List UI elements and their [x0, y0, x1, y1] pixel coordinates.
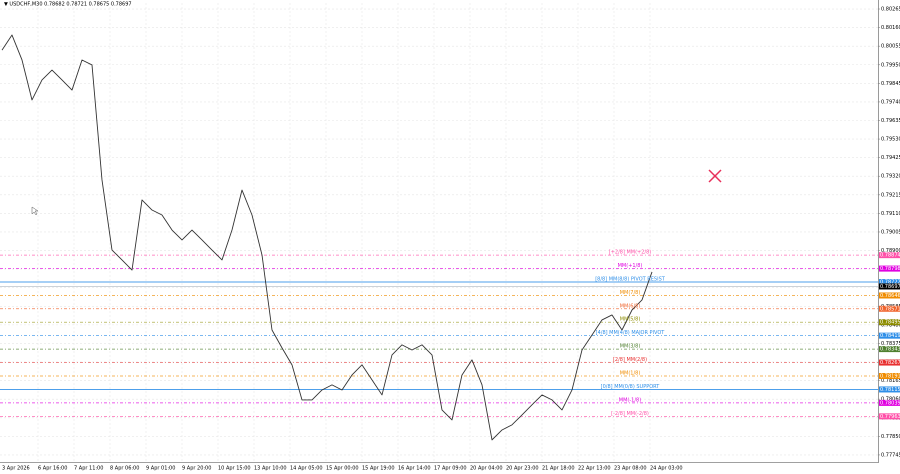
level-label: MM(+1/8)	[618, 263, 643, 269]
x-tick-label: 10 Apr 15:00	[218, 466, 251, 472]
level-price: 0.78267	[880, 360, 900, 366]
level-price-box	[879, 305, 900, 312]
x-tick-label: 24 Apr 03:00	[650, 466, 683, 472]
level-label: [-2/8] MM(-2/8)	[611, 411, 649, 417]
chart-title: ▼ USDCHF,M30 0.78682 0.78721 0.78675 0.7…	[4, 2, 132, 8]
y-tick-label: 0.79110	[881, 211, 900, 217]
series-layer	[1, 34, 653, 441]
x-tick-label: 15 Apr 00:00	[326, 466, 359, 472]
y-tick-label: 0.78375	[881, 341, 900, 347]
level-price: 0.78798	[880, 266, 900, 272]
y-tick-label: 0.78165	[881, 378, 900, 384]
y-tick-label: 0.80265	[881, 7, 900, 13]
level-price-box	[879, 359, 900, 366]
level-label: [2/8] MM(2/8)	[613, 357, 647, 363]
x-tick-label: 23 Apr 08:00	[614, 466, 647, 472]
mouse-cursor	[31, 206, 39, 216]
level-price: 0.78419	[880, 333, 900, 339]
level-label: MM(-1/8)	[619, 397, 641, 403]
level-price-box	[879, 332, 900, 339]
x-tick-label: 6 Apr 16:00	[38, 466, 67, 472]
y-tick-label: 0.79740	[881, 99, 900, 105]
y-tick-label: 0.80160	[881, 25, 900, 31]
level-price: 0.78495	[880, 320, 900, 326]
current-price-box	[879, 283, 900, 290]
level-price: 0.78646	[880, 293, 900, 299]
x-tick-label: 9 Apr 20:00	[182, 466, 211, 472]
level-price: 0.78039	[880, 400, 900, 406]
x-tick-label: 22 Apr 13:00	[578, 466, 611, 472]
x-tick-label: 9 Apr 01:00	[146, 466, 175, 472]
x-tick-label: 8 Apr 06:00	[110, 466, 139, 472]
level-price-box	[879, 265, 900, 272]
x-tick-label: 15 Apr 19:00	[362, 466, 395, 472]
y-tick-label: 0.79635	[881, 118, 900, 124]
y-tick-label: 0.78900	[881, 248, 900, 254]
level-price-box	[879, 346, 900, 353]
y-tick-label: 0.80055	[881, 44, 900, 50]
close-icon-stroke	[708, 169, 722, 183]
level-label: MM(7/8)	[620, 290, 641, 296]
x-tick-label: 16 Apr 14:00	[398, 466, 431, 472]
x-tick-label: 13 Apr 10:00	[254, 466, 287, 472]
x-tick-label: 3 Apr 2026	[2, 466, 30, 472]
level-label: MM(5/8)	[620, 317, 641, 323]
level-label: MM(3/8)	[620, 344, 641, 350]
labels-layer: 0.80265 0.80160 0.80055 0.79950 0.79845 0.797…	[2, 7, 900, 472]
y-tick-label: 0.78480	[881, 322, 900, 328]
level-label: MM(1/8)	[620, 371, 641, 377]
level-label: [0/8] MM(0/8) SUPPORT	[601, 384, 661, 390]
level-label: MM(6/8)	[620, 303, 641, 309]
y-tick-label: 0.79530	[881, 137, 900, 143]
y-tick-label: 0.79845	[881, 81, 900, 87]
level-label: [8/8] MM(8/8) PIVOT RESIST	[595, 277, 666, 283]
level-price: 0.78115	[880, 387, 900, 393]
level-price: 0.78343	[880, 347, 900, 353]
level-price-box	[879, 399, 900, 406]
level-price-box	[879, 413, 900, 420]
level-price-box	[879, 373, 900, 380]
levels-layer	[0, 254, 878, 417]
y-tick-label: 0.79005	[881, 229, 900, 235]
y-tick-label: 0.79950	[881, 62, 900, 68]
y-tick-label: 0.79215	[881, 192, 900, 198]
x-tick-label: 17 Apr 09:00	[434, 466, 467, 472]
level-price: 0.78191	[880, 374, 900, 380]
level-price: 0.77963	[880, 414, 900, 420]
level-price-box	[879, 252, 900, 259]
level-price: 0.78722	[880, 280, 900, 286]
level-label: [4/8] MM(4/8) MAJOR PIVOT	[596, 330, 666, 336]
level-price-box	[879, 386, 900, 393]
y-tick-label: 0.79425	[881, 155, 900, 161]
y-tick-label: 0.79320	[881, 174, 900, 180]
level-price: 0.78571	[880, 306, 900, 312]
close-icon[interactable]	[708, 169, 722, 183]
current-price-label: 0.78697	[880, 284, 900, 290]
x-tick-label: 7 Apr 11:00	[74, 466, 103, 472]
level-price-box	[879, 319, 900, 326]
level-price: 0.78874	[880, 253, 900, 259]
level-price-box	[879, 292, 900, 299]
price-line	[1, 34, 653, 441]
x-tick-label: 20 Apr 04:00	[470, 466, 503, 472]
grid-layer	[0, 3, 878, 462]
y-tick-label: 0.77745	[881, 452, 900, 458]
y-tick-label: 0.77850	[881, 434, 900, 440]
y-tick-label: 0.78060	[881, 397, 900, 403]
x-tick-label: 20 Apr 23:00	[506, 466, 539, 472]
level-price-box	[879, 279, 900, 286]
x-tick-label: 14 Apr 05:00	[290, 466, 323, 472]
level-label: [+2/8] MM(+2/8)	[609, 250, 652, 256]
x-tick-label: 21 Apr 18:00	[542, 466, 575, 472]
